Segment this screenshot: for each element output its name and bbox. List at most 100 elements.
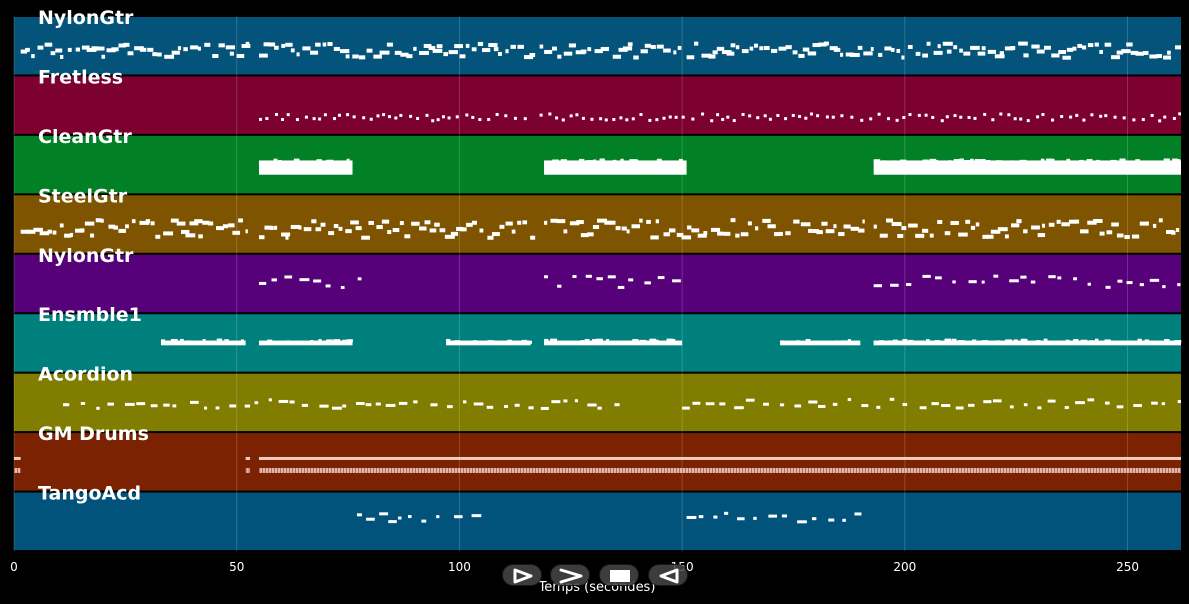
note xyxy=(1094,42,1099,47)
note xyxy=(479,228,484,233)
drum-hit xyxy=(609,466,611,474)
note xyxy=(788,341,796,345)
note xyxy=(1121,49,1131,54)
drum-hit xyxy=(996,466,998,474)
drum-hit xyxy=(927,466,929,474)
note xyxy=(376,114,380,118)
note xyxy=(204,42,211,47)
note xyxy=(1009,405,1014,409)
note xyxy=(185,233,196,238)
note xyxy=(1156,54,1162,59)
note xyxy=(633,55,639,60)
drum-hit xyxy=(1047,466,1049,474)
note xyxy=(50,51,56,56)
note xyxy=(375,402,381,406)
note xyxy=(313,279,322,283)
note xyxy=(544,160,551,164)
note xyxy=(723,231,731,236)
note xyxy=(931,115,935,119)
drum-hit xyxy=(876,466,878,474)
note xyxy=(597,406,602,410)
note xyxy=(639,339,647,343)
play-icon xyxy=(659,568,679,584)
note xyxy=(944,231,951,236)
note xyxy=(945,115,949,119)
note xyxy=(607,275,616,279)
drum-hit xyxy=(855,466,857,474)
note xyxy=(818,42,827,47)
note xyxy=(933,50,943,55)
note xyxy=(1074,219,1080,224)
note xyxy=(812,229,819,234)
note xyxy=(400,52,409,57)
drum-hit xyxy=(552,466,554,474)
drum-hit xyxy=(852,466,854,474)
note xyxy=(398,401,408,405)
note xyxy=(1031,225,1040,230)
note xyxy=(171,50,180,55)
note xyxy=(1122,116,1126,120)
note xyxy=(511,229,516,234)
note xyxy=(917,340,924,344)
note xyxy=(236,53,245,58)
drum-hit xyxy=(1083,466,1085,474)
drum-hit xyxy=(1020,466,1022,474)
drum-hit xyxy=(750,466,752,474)
note xyxy=(1149,278,1160,282)
note xyxy=(581,49,587,54)
note xyxy=(1051,118,1055,122)
note xyxy=(621,226,627,231)
rewind-button[interactable] xyxy=(502,564,542,586)
track-band xyxy=(14,433,1181,491)
note xyxy=(127,51,134,56)
note xyxy=(530,235,536,240)
play-button[interactable] xyxy=(648,564,688,586)
drum-hit xyxy=(828,466,830,474)
drum-hit xyxy=(294,466,296,474)
drum-hit xyxy=(1134,466,1136,474)
drum-hit xyxy=(894,466,896,474)
note xyxy=(663,232,670,237)
note xyxy=(273,225,278,230)
drum-hit xyxy=(1176,466,1178,474)
note xyxy=(981,340,989,344)
note xyxy=(890,47,895,52)
note xyxy=(170,218,179,223)
drum-hit xyxy=(768,466,770,474)
note xyxy=(1163,158,1170,162)
note xyxy=(345,229,352,234)
note xyxy=(145,219,151,224)
note xyxy=(1113,115,1117,119)
drum-hit xyxy=(348,466,350,474)
note xyxy=(160,339,166,343)
note xyxy=(850,115,854,119)
note xyxy=(55,48,63,53)
note xyxy=(819,340,826,344)
note xyxy=(941,404,951,408)
note xyxy=(1073,277,1078,281)
stop-button[interactable] xyxy=(599,564,639,586)
note xyxy=(807,51,817,56)
track-notes xyxy=(258,158,1181,175)
note xyxy=(486,405,494,409)
note xyxy=(657,276,665,280)
drum-hit xyxy=(804,466,806,474)
note xyxy=(563,399,568,403)
drum-hit xyxy=(1140,466,1142,474)
note xyxy=(150,404,158,408)
note xyxy=(190,400,199,404)
note xyxy=(472,340,478,344)
note xyxy=(216,338,223,342)
note xyxy=(629,159,637,163)
note xyxy=(915,160,920,164)
track-notes xyxy=(258,112,1181,123)
note xyxy=(631,117,635,121)
note xyxy=(1111,55,1120,60)
note xyxy=(560,341,568,345)
note xyxy=(1013,117,1017,121)
note xyxy=(854,512,862,516)
drum-hit xyxy=(1002,466,1004,474)
note xyxy=(1139,283,1144,287)
note xyxy=(754,226,759,231)
forward-button[interactable] xyxy=(550,564,590,586)
